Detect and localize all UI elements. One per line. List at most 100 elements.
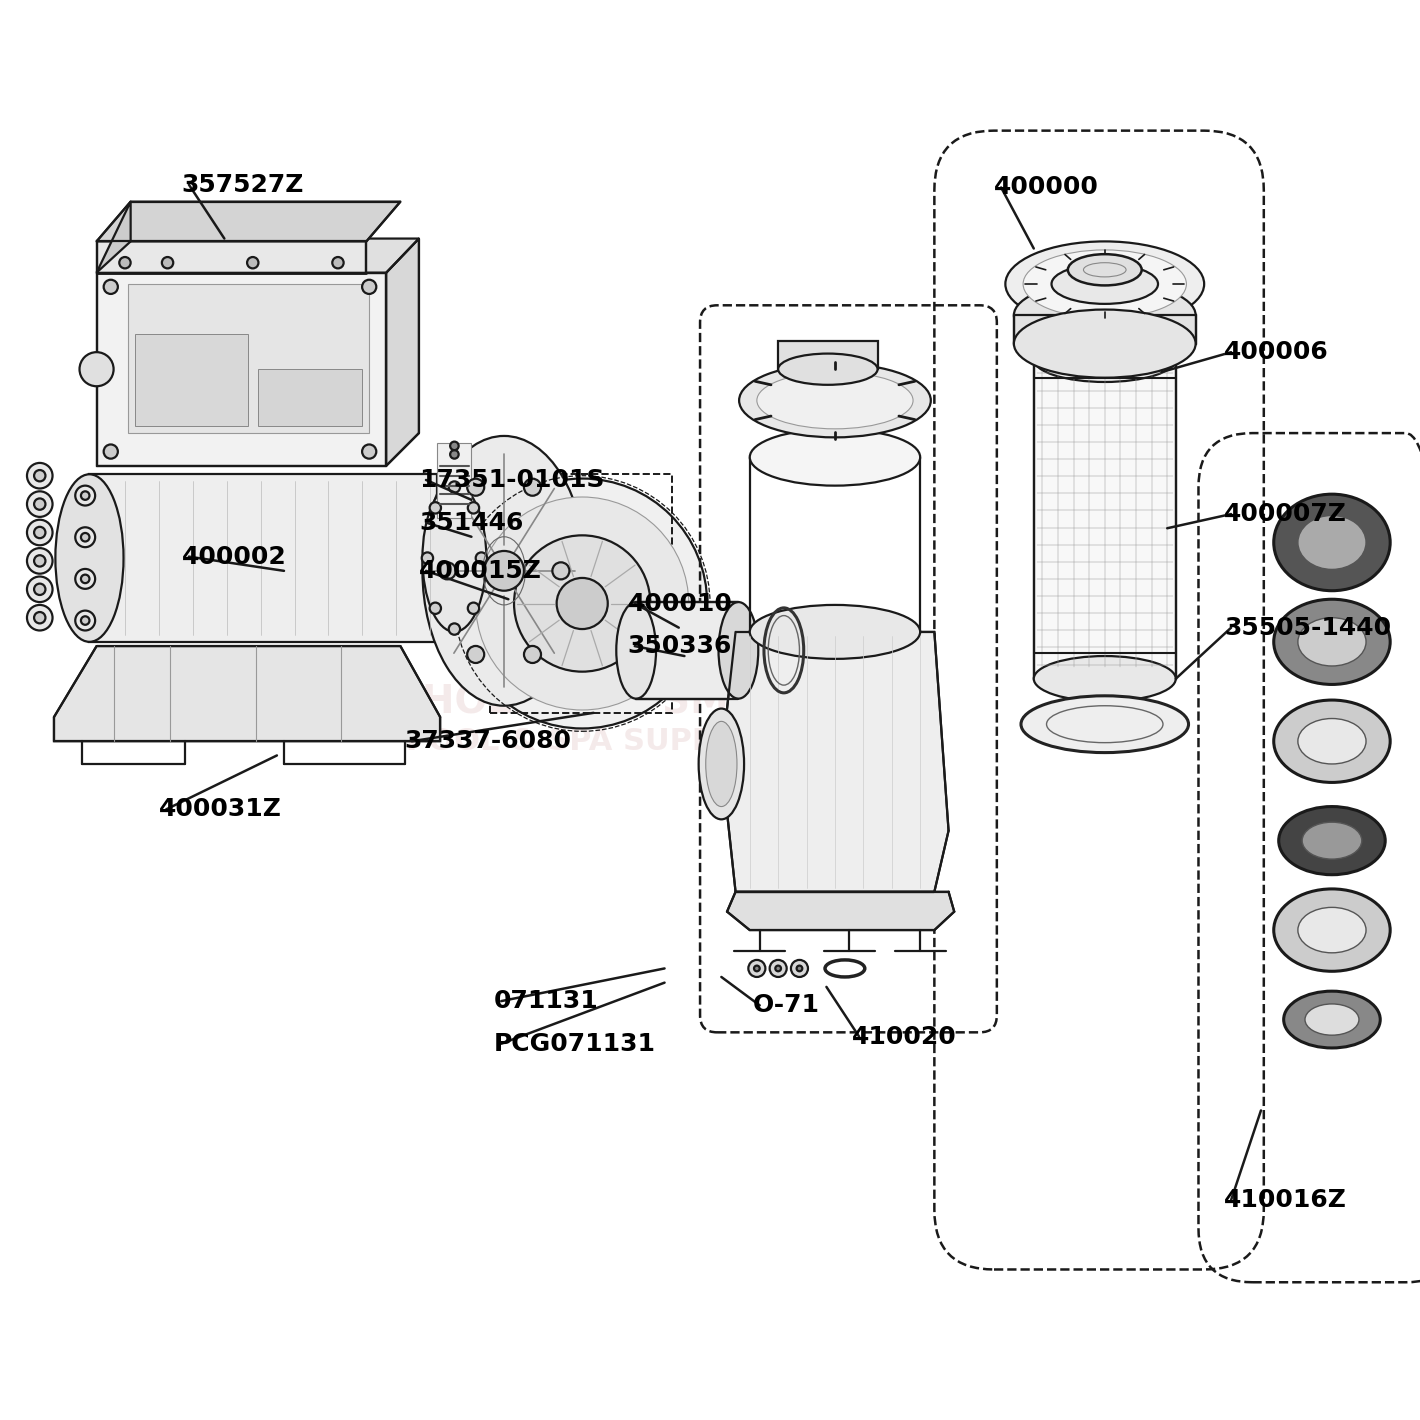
Ellipse shape (422, 436, 586, 706)
Ellipse shape (1274, 599, 1390, 684)
Text: 400006: 400006 (1224, 341, 1329, 364)
Circle shape (81, 575, 89, 584)
Circle shape (449, 481, 460, 493)
Circle shape (34, 584, 45, 595)
Ellipse shape (699, 709, 744, 819)
Circle shape (524, 479, 541, 496)
Circle shape (476, 552, 487, 564)
Text: PCG071131: PCG071131 (494, 1032, 656, 1055)
Polygon shape (89, 474, 437, 642)
Circle shape (27, 605, 53, 630)
Polygon shape (54, 646, 440, 741)
Circle shape (332, 257, 344, 268)
Circle shape (34, 612, 45, 623)
Bar (636, 602, 738, 699)
Circle shape (75, 611, 95, 630)
Ellipse shape (1298, 907, 1366, 953)
Polygon shape (721, 632, 949, 892)
Circle shape (75, 569, 95, 589)
Text: 400031Z: 400031Z (159, 798, 283, 821)
Text: 35505-1440: 35505-1440 (1224, 616, 1392, 639)
Ellipse shape (1278, 807, 1384, 875)
Text: WHOLESALE SMART: WHOLESALE SMART (379, 684, 814, 721)
Ellipse shape (1298, 515, 1366, 569)
Circle shape (162, 257, 173, 268)
Polygon shape (437, 443, 471, 518)
Polygon shape (97, 202, 400, 241)
Circle shape (81, 491, 89, 500)
Text: 400007Z: 400007Z (1224, 503, 1348, 525)
Ellipse shape (55, 474, 124, 642)
Circle shape (104, 280, 118, 294)
Polygon shape (778, 341, 878, 369)
Polygon shape (386, 239, 419, 466)
Ellipse shape (616, 602, 656, 699)
Ellipse shape (1005, 241, 1204, 327)
Ellipse shape (1034, 656, 1176, 701)
Text: POOL & SPA SUPPLIES: POOL & SPA SUPPLIES (406, 727, 787, 755)
Circle shape (81, 532, 89, 541)
Circle shape (422, 552, 433, 564)
Circle shape (450, 450, 459, 459)
Circle shape (450, 442, 459, 450)
Circle shape (247, 257, 258, 268)
Circle shape (770, 960, 787, 977)
Circle shape (467, 646, 484, 663)
Ellipse shape (738, 364, 932, 437)
Polygon shape (1034, 359, 1176, 679)
Circle shape (467, 602, 479, 613)
Text: 410016Z: 410016Z (1224, 1189, 1348, 1211)
Circle shape (467, 503, 479, 514)
Text: 357527Z: 357527Z (182, 173, 304, 196)
Circle shape (75, 486, 95, 506)
Circle shape (362, 280, 376, 294)
Ellipse shape (1034, 337, 1176, 382)
Ellipse shape (1298, 719, 1366, 764)
Circle shape (27, 577, 53, 602)
Ellipse shape (1274, 494, 1390, 591)
Ellipse shape (423, 484, 486, 632)
Circle shape (797, 966, 802, 971)
Text: 410020: 410020 (852, 1025, 957, 1048)
Circle shape (80, 352, 114, 386)
Ellipse shape (778, 354, 878, 385)
Polygon shape (97, 241, 366, 273)
Ellipse shape (1284, 991, 1380, 1048)
Ellipse shape (1274, 700, 1390, 782)
Ellipse shape (757, 372, 913, 429)
Ellipse shape (1298, 618, 1366, 666)
Text: 350336: 350336 (628, 635, 733, 657)
Polygon shape (1014, 315, 1196, 344)
Text: O-71: O-71 (753, 994, 819, 1017)
Circle shape (524, 646, 541, 663)
Polygon shape (97, 202, 131, 273)
Text: 400010: 400010 (628, 592, 733, 615)
Circle shape (81, 616, 89, 625)
Circle shape (34, 527, 45, 538)
Circle shape (514, 535, 650, 672)
Ellipse shape (1014, 281, 1196, 349)
Circle shape (791, 960, 808, 977)
Circle shape (439, 562, 456, 579)
Circle shape (104, 444, 118, 459)
Circle shape (476, 497, 689, 710)
Circle shape (27, 548, 53, 574)
Ellipse shape (750, 605, 920, 659)
Circle shape (362, 444, 376, 459)
Ellipse shape (706, 721, 737, 807)
Circle shape (748, 960, 765, 977)
Polygon shape (258, 369, 362, 426)
Circle shape (27, 520, 53, 545)
Polygon shape (97, 273, 386, 466)
Circle shape (430, 602, 442, 613)
Polygon shape (128, 284, 369, 433)
Polygon shape (97, 239, 419, 273)
Text: 400015Z: 400015Z (419, 559, 542, 582)
Circle shape (557, 578, 608, 629)
Circle shape (27, 491, 53, 517)
Circle shape (34, 555, 45, 567)
Polygon shape (727, 892, 954, 930)
Ellipse shape (1051, 264, 1159, 304)
Circle shape (754, 966, 760, 971)
Circle shape (552, 562, 569, 579)
